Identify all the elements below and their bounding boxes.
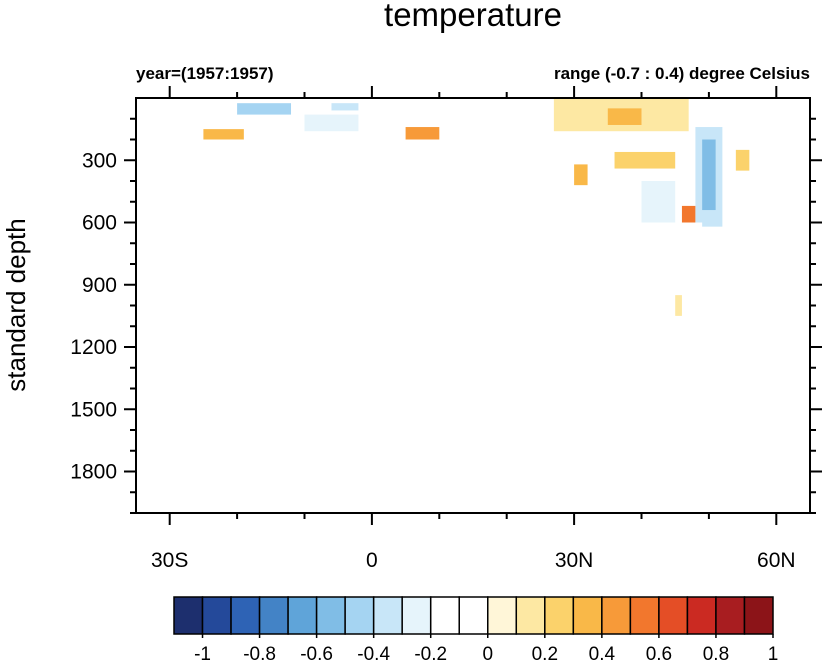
- colorbar-label: -0.8: [243, 644, 276, 663]
- heatmap-cell: [149, 139, 305, 157]
- plot-frame: [135, 97, 811, 514]
- colorbar-box: [572, 596, 603, 635]
- x-tick-label: 30N: [555, 549, 594, 572]
- y-tick-label: 1800: [70, 461, 117, 484]
- heatmap-cell: [668, 222, 703, 285]
- colorbar: -1 -0.8 -0.6 -0.4 -0.2 0 0.2 0.4 0.6 0.8 1: [173, 596, 779, 663]
- heatmap-cell: [641, 181, 676, 223]
- colorbar-label: -1: [194, 644, 211, 663]
- colorbar-box: [629, 596, 660, 635]
- heatmap-cell: [344, 405, 359, 422]
- heatmap-cell: [607, 108, 642, 125]
- chart-title: temperature: [384, 0, 562, 33]
- heatmap-cell: [405, 127, 440, 140]
- colorbar-label: -0.2: [414, 644, 447, 663]
- colorbar-box: [429, 596, 460, 635]
- heatmap-cell: [331, 103, 359, 111]
- heatmap-cell: [304, 114, 359, 132]
- colorbar-box: [201, 596, 232, 635]
- colorbar-box: [715, 596, 746, 635]
- y-tick-label: 300: [82, 149, 117, 172]
- heatmap-cell: [735, 149, 750, 171]
- x-tick-label: 60N: [757, 549, 796, 572]
- heatmap-cell: [156, 160, 238, 240]
- colorbar-box: [287, 596, 318, 635]
- heatmap-cell: [769, 467, 784, 501]
- colorbar-label: 0.2: [532, 644, 558, 663]
- colorbar-box: [601, 596, 632, 635]
- colorbar-box: [258, 596, 289, 635]
- y-tick-label: 1500: [70, 398, 117, 421]
- heatmap-cell: [614, 151, 676, 169]
- heatmap-cells: [136, 98, 810, 513]
- left-string: year=(1957:1957): [136, 64, 274, 83]
- colorbar-box: [458, 596, 489, 635]
- heatmap-cell: [783, 259, 797, 275]
- y-tick-label: 600: [82, 212, 117, 235]
- heatmap-cell: [473, 471, 494, 513]
- heatmap-cell: [452, 98, 521, 161]
- heatmap-cell: [702, 139, 716, 211]
- colorbar-box: [315, 596, 346, 635]
- heatmap-cell: [237, 103, 292, 115]
- colorbar-label: 0.4: [589, 644, 616, 663]
- y-axis-label: standard depth: [1, 218, 31, 391]
- heatmap-cell: [203, 129, 244, 140]
- heatmap-cell: [796, 122, 810, 186]
- colorbar-label: 0: [482, 644, 493, 663]
- x-tick-label: 30S: [151, 549, 188, 572]
- right-string: range (-0.7 : 0.4) degree Celsius: [554, 64, 810, 83]
- x-tick-label: 0: [366, 549, 378, 572]
- colorbar-label: 1: [768, 644, 779, 663]
- colorbar-box: [401, 596, 432, 635]
- y-tick-label: 900: [82, 274, 117, 297]
- colorbar-label: -0.4: [357, 644, 390, 663]
- colorbar-box: [544, 596, 575, 635]
- colorbar-box: [487, 596, 518, 635]
- colorbar-label: -0.6: [300, 644, 333, 663]
- colorbar-box: [230, 596, 261, 635]
- y-tick-label: 1200: [70, 336, 117, 359]
- axes: 30S 0 30N 60N 300 600 900 1200 1500 1800: [70, 86, 822, 572]
- colorbar-box: [743, 596, 774, 635]
- heatmap-cell: [520, 255, 602, 285]
- colorbar-label: 0.8: [703, 644, 729, 663]
- heatmap-cell: [547, 384, 568, 397]
- colorbar-label: 0.6: [646, 644, 672, 663]
- colorbar-box: [658, 596, 689, 635]
- colorbar-box: [173, 596, 204, 635]
- colorbar-box: [515, 596, 546, 635]
- colorbar-box: [344, 596, 375, 635]
- heatmap-cell: [675, 295, 682, 316]
- colorbar-box: [686, 596, 717, 635]
- heatmap-cell: [574, 164, 588, 186]
- colorbar-box: [372, 596, 403, 635]
